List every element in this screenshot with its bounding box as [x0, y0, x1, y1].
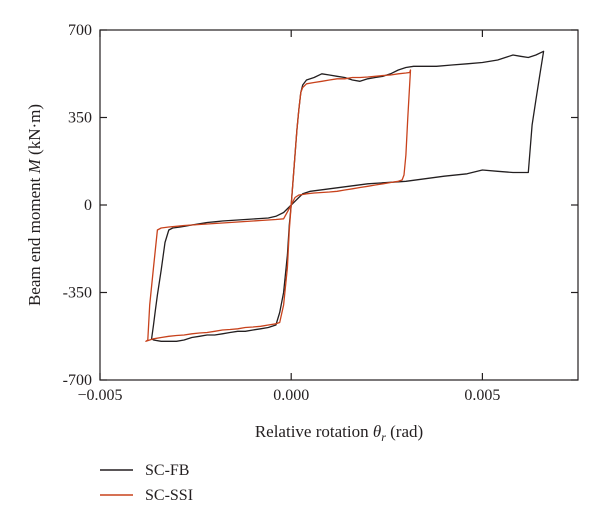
y-tick-label: 700	[68, 22, 92, 39]
legend: SC-FB SC-SSI	[100, 462, 193, 504]
x-title-var: θ	[373, 422, 381, 441]
y-tick-label: -700	[63, 372, 92, 389]
y-tick-label: 0	[84, 197, 92, 214]
x-tick-label: −0.005	[77, 387, 122, 404]
y-tick-label: 350	[68, 110, 92, 127]
legend-label-sc-ssi: SC-SSI	[145, 487, 193, 504]
x-title-suffix: (rad)	[386, 422, 423, 441]
x-title-sub: r	[381, 430, 386, 444]
y-axis-title: Beam end moment M (kN·m)	[25, 104, 44, 306]
series-line-sc-ssi	[145, 69, 412, 342]
y-title-var: M	[25, 158, 44, 174]
x-axis-title-text: Relative rotation θr (rad)	[255, 422, 423, 444]
legend-label-sc-fb: SC-FB	[145, 462, 189, 479]
x-axis-title: Relative rotation θr (rad)	[255, 422, 423, 444]
plot-frame	[99, 29, 579, 381]
ticks-layer: −0.005 0.000 0.005 700 350 0 -350 -700	[63, 22, 578, 404]
y-tick-label: -350	[63, 285, 92, 302]
x-title-prefix: Relative rotation	[255, 422, 373, 441]
x-tick-label: 0.005	[464, 387, 500, 404]
y-title-prefix: Beam end moment	[25, 173, 44, 306]
series-line-sc-fb	[150, 50, 545, 342]
plot-area: −0.005 0.000 0.005 700 350 0 -350 -700	[63, 22, 579, 404]
x-tick-label: 0.000	[273, 387, 309, 404]
y-title-suffix: (kN·m)	[25, 104, 44, 159]
series-layer	[145, 50, 545, 342]
y-axis-title-text: Beam end moment M (kN·m)	[25, 104, 44, 306]
